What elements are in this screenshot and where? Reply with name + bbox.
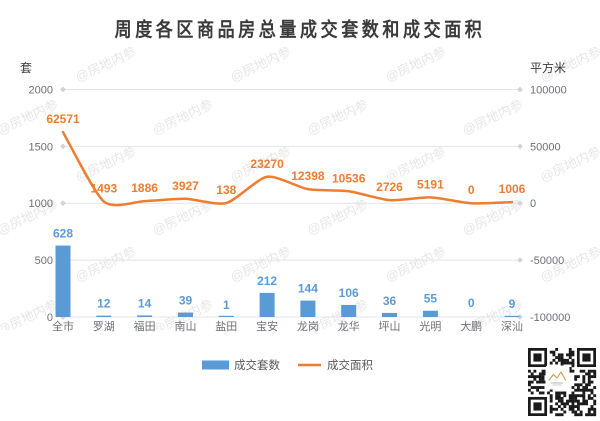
svg-text:212: 212 <box>257 274 277 288</box>
svg-text:1006: 1006 <box>499 182 526 196</box>
svg-text:2726: 2726 <box>376 180 403 194</box>
svg-text:1500: 1500 <box>29 141 53 153</box>
svg-text:628: 628 <box>53 227 73 241</box>
svg-text:坪山: 坪山 <box>379 320 401 333</box>
svg-text:成交套数: 成交套数 <box>234 358 280 372</box>
svg-text:1886: 1886 <box>131 181 158 195</box>
svg-text:1000: 1000 <box>29 198 53 210</box>
svg-text:3927: 3927 <box>172 179 199 193</box>
svg-text:23270: 23270 <box>250 157 284 171</box>
svg-text:深汕: 深汕 <box>501 320 523 333</box>
svg-text:39: 39 <box>179 294 193 308</box>
svg-text:0: 0 <box>468 183 475 197</box>
svg-text:盐田: 盐田 <box>215 320 237 333</box>
svg-text:36: 36 <box>383 294 397 308</box>
svg-text:500: 500 <box>35 255 53 267</box>
svg-text:全市: 全市 <box>52 319 74 333</box>
svg-text:南山: 南山 <box>175 320 197 333</box>
svg-text:大鹏: 大鹏 <box>460 319 482 333</box>
svg-text:14: 14 <box>138 296 152 310</box>
svg-text:罗湖: 罗湖 <box>93 320 115 333</box>
svg-text:55: 55 <box>424 292 438 306</box>
svg-text:9: 9 <box>509 297 516 311</box>
svg-text:宝安: 宝安 <box>256 319 278 333</box>
svg-text:100000: 100000 <box>530 85 567 97</box>
svg-text:光明: 光明 <box>419 319 441 333</box>
svg-text:-100000: -100000 <box>530 312 570 324</box>
svg-text:0: 0 <box>530 198 536 210</box>
svg-text:12: 12 <box>97 297 111 311</box>
svg-text:成交面积: 成交面积 <box>327 358 373 372</box>
svg-text:福田: 福田 <box>134 319 156 333</box>
svg-text:套: 套 <box>20 61 32 75</box>
svg-text:0: 0 <box>468 296 475 310</box>
svg-text:50000: 50000 <box>530 141 561 153</box>
svg-text:平方米: 平方米 <box>530 60 566 75</box>
svg-text:5191: 5191 <box>417 177 444 191</box>
svg-text:12398: 12398 <box>291 169 325 183</box>
svg-text:1: 1 <box>223 298 230 312</box>
svg-text:138: 138 <box>216 183 236 197</box>
svg-text:-50000: -50000 <box>530 255 564 267</box>
svg-text:2000: 2000 <box>29 85 53 97</box>
svg-text:龙华: 龙华 <box>338 319 360 333</box>
svg-text:62571: 62571 <box>46 112 80 126</box>
svg-text:1493: 1493 <box>90 182 117 196</box>
svg-text:龙岗: 龙岗 <box>297 320 319 333</box>
svg-text:144: 144 <box>298 282 318 296</box>
svg-text:10536: 10536 <box>332 171 366 185</box>
svg-text:106: 106 <box>339 286 359 300</box>
